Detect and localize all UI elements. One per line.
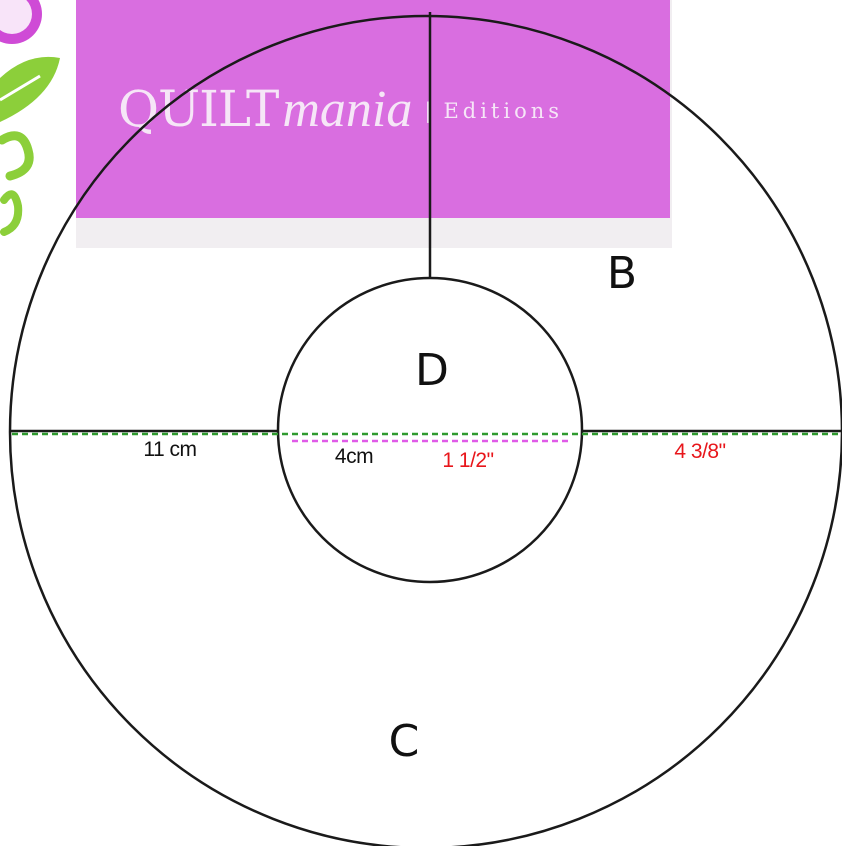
inner-circle [276, 276, 584, 584]
piece-label-c: C [389, 716, 420, 767]
logo-separator: | [424, 99, 435, 124]
logo-brand: QUILT [118, 80, 279, 138]
leaf-icon [0, 56, 60, 122]
logo-background [76, 0, 670, 218]
outer-band-metric-label: 11 cm [143, 438, 196, 461]
piece-label-d: D [415, 345, 449, 396]
corner-decoration [0, 0, 60, 236]
logo-script: mania [282, 81, 412, 138]
inner-radius-metric-label: 4cm [335, 445, 373, 468]
inner-radius-imperial-label: 1 1/2" [442, 449, 493, 472]
outer-band-imperial-label: 4 3/8" [674, 440, 725, 463]
publisher-logo: QUILT mania | Editions [76, 0, 672, 248]
script-letter-icon [0, 131, 34, 181]
logo-wordmark: QUILT mania | Editions [118, 80, 563, 138]
piece-label-b: B [607, 248, 637, 299]
logo-suffix: Editions [443, 99, 563, 123]
